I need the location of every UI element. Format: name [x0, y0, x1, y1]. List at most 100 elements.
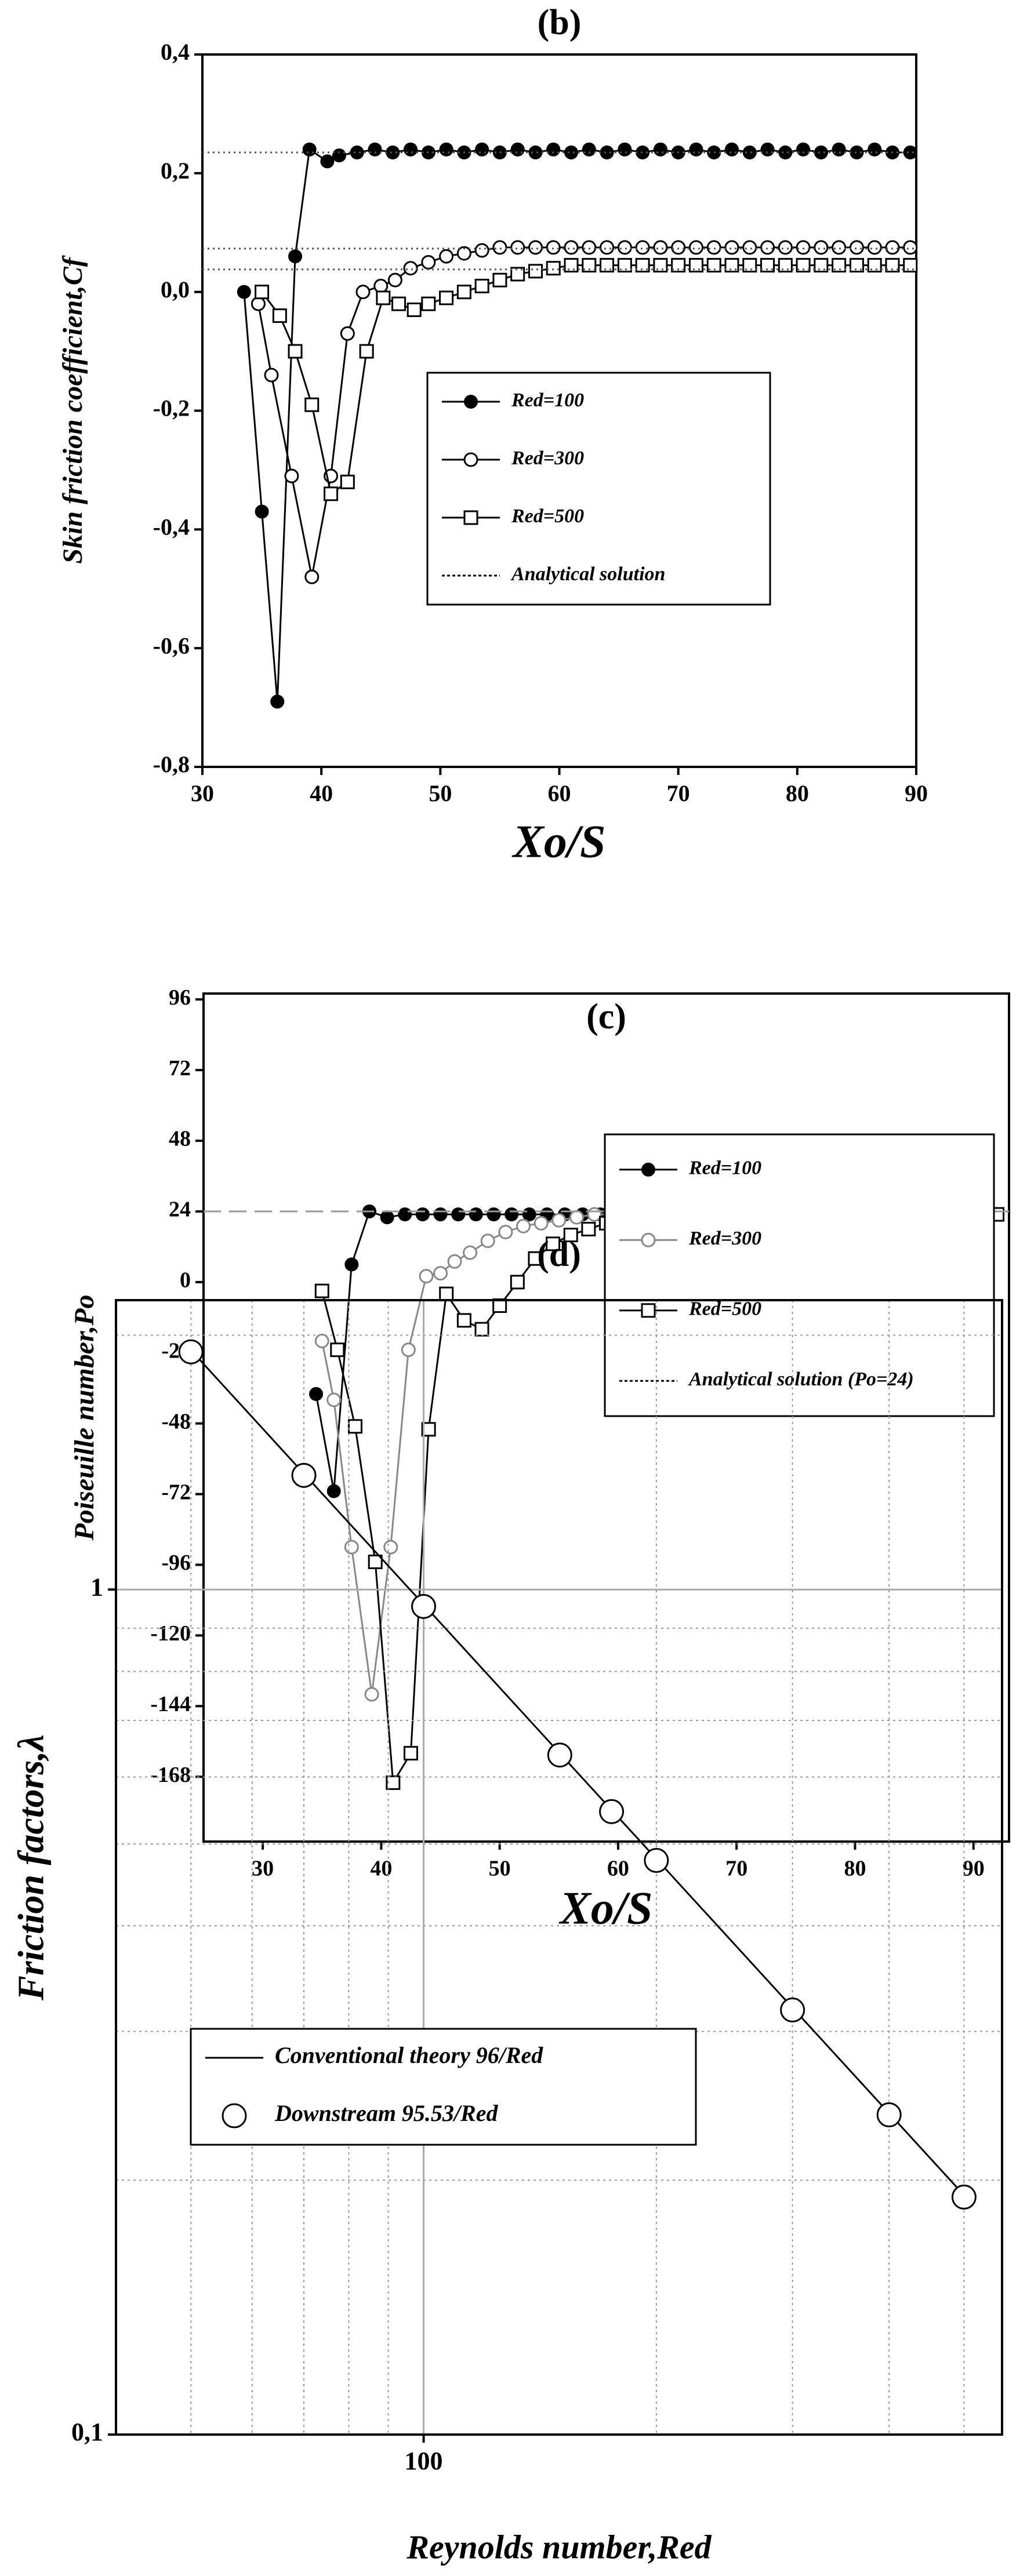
- y-tick-label: 48: [169, 1127, 191, 1151]
- data-point: [178, 1339, 204, 1365]
- data-point: [270, 694, 285, 709]
- x-tick-label: 30: [252, 1857, 274, 1881]
- data-point: [510, 142, 525, 157]
- data-point: [522, 1207, 536, 1221]
- data-point: [742, 240, 757, 255]
- data-point: [383, 1540, 398, 1555]
- data-point: [547, 1742, 572, 1768]
- legend-marker: [463, 510, 478, 525]
- data-point: [398, 1207, 412, 1221]
- data-point: [264, 368, 279, 383]
- data-point: [304, 397, 320, 412]
- data-point: [368, 142, 382, 157]
- y-tick-label: -0,2: [153, 395, 190, 421]
- y-tick-label: -0,6: [153, 632, 190, 658]
- data-point: [814, 145, 828, 159]
- data-point: [505, 1207, 519, 1221]
- data-point: [951, 2184, 977, 2210]
- y-tick-label: 0,2: [161, 158, 190, 184]
- legend-box: [426, 372, 771, 606]
- data-point: [344, 1257, 359, 1272]
- x-tick-label: 50: [489, 1857, 511, 1881]
- data-point: [653, 240, 668, 255]
- data-point: [498, 1224, 513, 1239]
- data-point: [324, 486, 339, 501]
- y-axis-label: Friction factors,λ: [10, 1734, 52, 2001]
- data-point: [407, 302, 422, 317]
- x-tick-label: 100: [405, 2447, 443, 2475]
- data-point: [376, 290, 391, 305]
- data-point: [600, 145, 614, 159]
- x-tick-label: 80: [844, 1857, 866, 1881]
- data-point: [564, 145, 579, 159]
- data-point: [551, 1213, 567, 1228]
- data-point: [600, 258, 615, 273]
- data-point: [528, 240, 543, 255]
- data-point: [314, 1283, 329, 1298]
- data-point: [404, 142, 418, 157]
- data-point: [368, 1554, 383, 1569]
- data-point: [255, 504, 269, 519]
- data-point: [849, 240, 864, 255]
- data-point: [516, 1218, 531, 1234]
- data-point: [581, 1221, 596, 1236]
- data-point: [456, 285, 471, 300]
- y-axis-label: Poiseuille number,Po: [69, 1294, 100, 1541]
- y-tick-label: 1: [90, 1573, 103, 1601]
- data-point: [832, 258, 847, 273]
- data-point: [421, 1422, 436, 1437]
- data-point: [386, 1775, 401, 1790]
- legend-label: Red=100: [511, 390, 584, 411]
- legend-marker: [464, 395, 478, 409]
- data-point: [644, 1848, 669, 1873]
- data-point: [778, 240, 793, 255]
- data-point: [474, 243, 489, 258]
- data-point: [653, 142, 667, 157]
- data-point: [387, 272, 402, 288]
- y-tick-label: -144: [150, 1692, 191, 1716]
- x-axis-label: Xo/S: [511, 816, 605, 867]
- series-line: [190, 1349, 965, 2196]
- data-point: [380, 1210, 394, 1225]
- data-point: [350, 145, 364, 159]
- data-point: [439, 1286, 454, 1301]
- data-point: [474, 278, 489, 293]
- y-tick-label: 0,1: [71, 2418, 103, 2446]
- chart-title: (d): [537, 1235, 581, 1274]
- data-point: [876, 2102, 902, 2127]
- data-point: [724, 240, 739, 255]
- data-point: [618, 142, 632, 157]
- y-tick-label: 24: [169, 1198, 191, 1222]
- data-point: [355, 285, 371, 300]
- data-point: [492, 272, 507, 288]
- data-point: [814, 240, 829, 255]
- x-tick-label: 70: [667, 780, 690, 806]
- data-point: [671, 258, 686, 273]
- legend-label: Red=100: [688, 1158, 761, 1179]
- data-point: [760, 240, 775, 255]
- data-point: [689, 142, 703, 157]
- x-tick-label: 30: [191, 780, 214, 806]
- data-point: [706, 258, 721, 273]
- data-point: [291, 1462, 317, 1488]
- legend-box: [604, 1133, 995, 1417]
- data-point: [510, 240, 525, 255]
- legend-marker: [222, 2103, 247, 2129]
- data-point: [546, 142, 561, 157]
- data-point: [635, 258, 650, 273]
- data-point: [255, 285, 270, 300]
- data-point: [582, 258, 597, 273]
- data-point: [288, 249, 303, 264]
- plot-frame: [115, 1299, 1003, 2436]
- data-point: [451, 1207, 466, 1221]
- data-point: [600, 240, 615, 255]
- data-point: [326, 1484, 341, 1498]
- data-point: [760, 142, 775, 157]
- chart-title: (c): [586, 997, 626, 1036]
- x-axis-label: Reynolds number,Red: [406, 2528, 712, 2566]
- data-point: [546, 240, 561, 255]
- data-point: [456, 1313, 471, 1328]
- y-tick-label: 72: [169, 1056, 191, 1080]
- y-tick-label: -120: [150, 1621, 191, 1646]
